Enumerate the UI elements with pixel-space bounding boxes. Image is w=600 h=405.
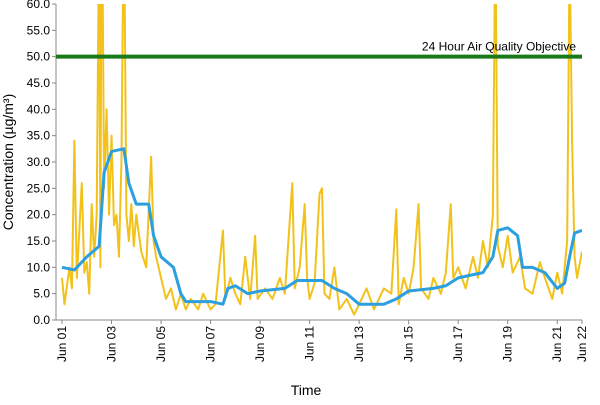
x-tick-label: Jun 19	[501, 326, 515, 362]
x-tick-label: Jun 21	[550, 326, 564, 362]
y-tick-label: 30.0	[27, 155, 51, 169]
y-tick-label: 5.0	[33, 287, 50, 301]
y-tick-label: 40.0	[27, 102, 51, 116]
x-tick-label: Jun 22	[575, 326, 589, 362]
x-tick-label: Jun 15	[402, 326, 416, 362]
x-tick-label: Jun 17	[451, 326, 465, 362]
y-tick-label: 50.0	[27, 50, 51, 64]
x-axis-title: Time	[291, 382, 322, 398]
y-tick-label: 35.0	[27, 129, 51, 143]
series-line	[61, 4, 582, 316]
x-tick-label: Jun 03	[105, 326, 119, 362]
x-tick-label: Jun 13	[352, 326, 366, 362]
y-tick-label: 10.0	[27, 260, 51, 274]
x-tick-label: Jun 01	[55, 326, 69, 362]
reference-label: 24 Hour Air Quality Objective	[422, 40, 576, 54]
y-tick-label: 55.0	[27, 23, 51, 37]
y-tick-label: 0.0	[33, 313, 50, 327]
y-tick-label: 60.0	[27, 0, 51, 11]
y-tick-label: 15.0	[27, 234, 51, 248]
x-tick-label: Jun 07	[204, 326, 218, 362]
series-line	[61, 147, 582, 306]
x-tick-label: Jun 05	[154, 326, 168, 362]
y-tick-label: 45.0	[27, 76, 51, 90]
plot-area	[61, 4, 582, 316]
y-axis-title: Concentration (µg/m³)	[0, 94, 16, 230]
y-tick-label: 25.0	[27, 181, 51, 195]
x-tick-label: Jun 09	[253, 326, 267, 362]
x-tick-label: Jun 11	[303, 326, 317, 361]
y-tick-label: 20.0	[27, 208, 51, 222]
